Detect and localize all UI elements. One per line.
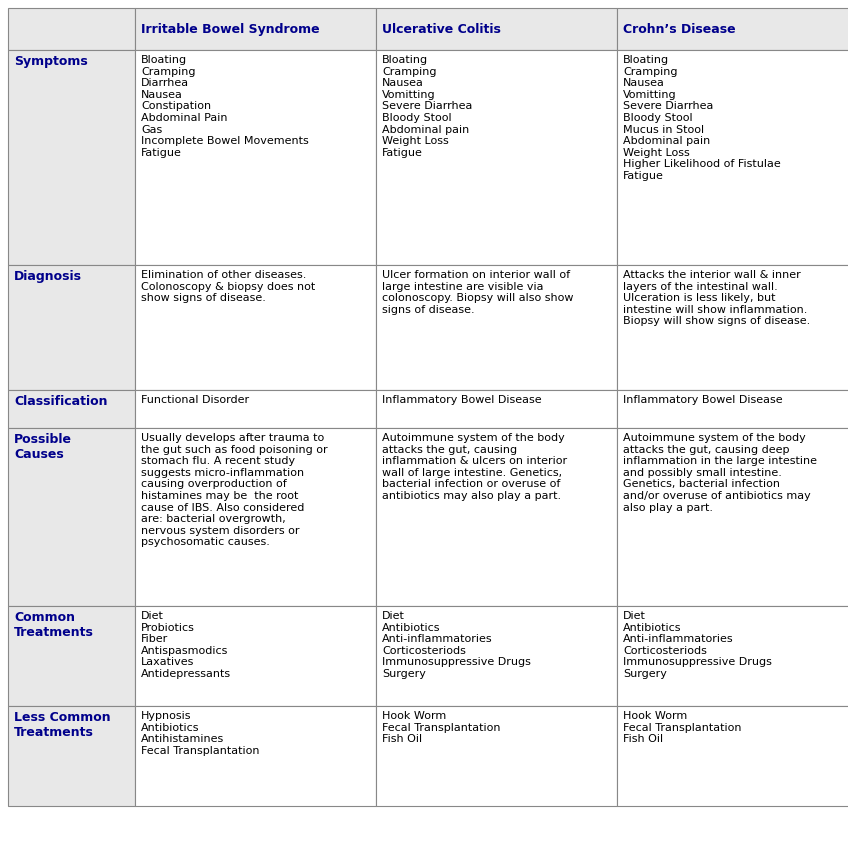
Bar — [8, 8, 135, 50]
Text: Common
Treatments: Common Treatments — [14, 611, 94, 639]
Bar — [617, 428, 848, 606]
Text: Hook Worm
Fecal Transplantation
Fish Oil: Hook Worm Fecal Transplantation Fish Oil — [623, 711, 741, 745]
Text: Elimination of other diseases.
Colonoscopy & biopsy does not
show signs of disea: Elimination of other diseases. Colonosco… — [141, 270, 315, 303]
Bar — [8, 390, 135, 428]
Bar — [135, 428, 376, 606]
Text: Functional Disorder: Functional Disorder — [141, 395, 249, 405]
Bar — [617, 706, 848, 806]
Bar — [135, 8, 376, 50]
Text: Irritable Bowel Syndrome: Irritable Bowel Syndrome — [141, 23, 320, 36]
Text: Crohn’s Disease: Crohn’s Disease — [623, 23, 735, 36]
Bar — [8, 706, 135, 806]
Text: Bloating
Cramping
Nausea
Vomitting
Severe Diarrhea
Bloody Stool
Mucus in Stool
A: Bloating Cramping Nausea Vomitting Sever… — [623, 55, 781, 181]
Text: Ulcerative Colitis: Ulcerative Colitis — [382, 23, 501, 36]
Text: Hook Worm
Fecal Transplantation
Fish Oil: Hook Worm Fecal Transplantation Fish Oil — [382, 711, 500, 745]
Text: Diagnosis: Diagnosis — [14, 270, 82, 283]
Bar — [617, 50, 848, 265]
Bar — [8, 265, 135, 390]
Text: Bloating
Cramping
Nausea
Vomitting
Severe Diarrhea
Bloody Stool
Abdominal pain
W: Bloating Cramping Nausea Vomitting Sever… — [382, 55, 472, 158]
Text: Ulcer formation on interior wall of
large intestine are visible via
colonoscopy.: Ulcer formation on interior wall of larg… — [382, 270, 573, 315]
Text: Inflammatory Bowel Disease: Inflammatory Bowel Disease — [382, 395, 542, 405]
Text: Diet
Antibiotics
Anti-inflammatories
Corticosteriods
Immunosuppressive Drugs
Sur: Diet Antibiotics Anti-inflammatories Cor… — [382, 611, 531, 679]
Bar — [376, 390, 617, 428]
Text: Bloating
Cramping
Diarrhea
Nausea
Constipation
Abdominal Pain
Gas
Incomplete Bow: Bloating Cramping Diarrhea Nausea Consti… — [141, 55, 309, 158]
Text: Attacks the interior wall & inner
layers of the intestinal wall.
Ulceration is l: Attacks the interior wall & inner layers… — [623, 270, 810, 326]
Bar — [617, 606, 848, 706]
Text: Possible
Causes: Possible Causes — [14, 433, 72, 461]
Text: Usually develops after trauma to
the gut such as food poisoning or
stomach flu. : Usually develops after trauma to the gut… — [141, 433, 327, 548]
Bar — [8, 50, 135, 265]
Text: Classification: Classification — [14, 395, 108, 408]
Bar — [376, 606, 617, 706]
Bar — [376, 265, 617, 390]
Bar — [8, 428, 135, 606]
Bar — [135, 265, 376, 390]
Bar — [376, 706, 617, 806]
Bar — [376, 50, 617, 265]
Bar — [135, 606, 376, 706]
Bar — [8, 606, 135, 706]
Bar — [376, 8, 617, 50]
Text: Less Common
Treatments: Less Common Treatments — [14, 711, 110, 739]
Text: Inflammatory Bowel Disease: Inflammatory Bowel Disease — [623, 395, 783, 405]
Bar — [617, 390, 848, 428]
Text: Autoimmune system of the body
attacks the gut, causing deep
inflammation in the : Autoimmune system of the body attacks th… — [623, 433, 817, 513]
Bar — [376, 428, 617, 606]
Text: Diet
Antibiotics
Anti-inflammatories
Corticosteriods
Immunosuppressive Drugs
Sur: Diet Antibiotics Anti-inflammatories Cor… — [623, 611, 772, 679]
Text: Diet
Probiotics
Fiber
Antispasmodics
Laxatives
Antidepressants: Diet Probiotics Fiber Antispasmodics Lax… — [141, 611, 232, 679]
Text: Symptoms: Symptoms — [14, 55, 87, 68]
Bar — [617, 8, 848, 50]
Bar — [135, 390, 376, 428]
Text: Autoimmune system of the body
attacks the gut, causing
inflammation & ulcers on : Autoimmune system of the body attacks th… — [382, 433, 567, 501]
Bar — [135, 50, 376, 265]
Text: Hypnosis
Antibiotics
Antihistamines
Fecal Transplantation: Hypnosis Antibiotics Antihistamines Feca… — [141, 711, 259, 756]
Bar — [135, 706, 376, 806]
Bar — [617, 265, 848, 390]
